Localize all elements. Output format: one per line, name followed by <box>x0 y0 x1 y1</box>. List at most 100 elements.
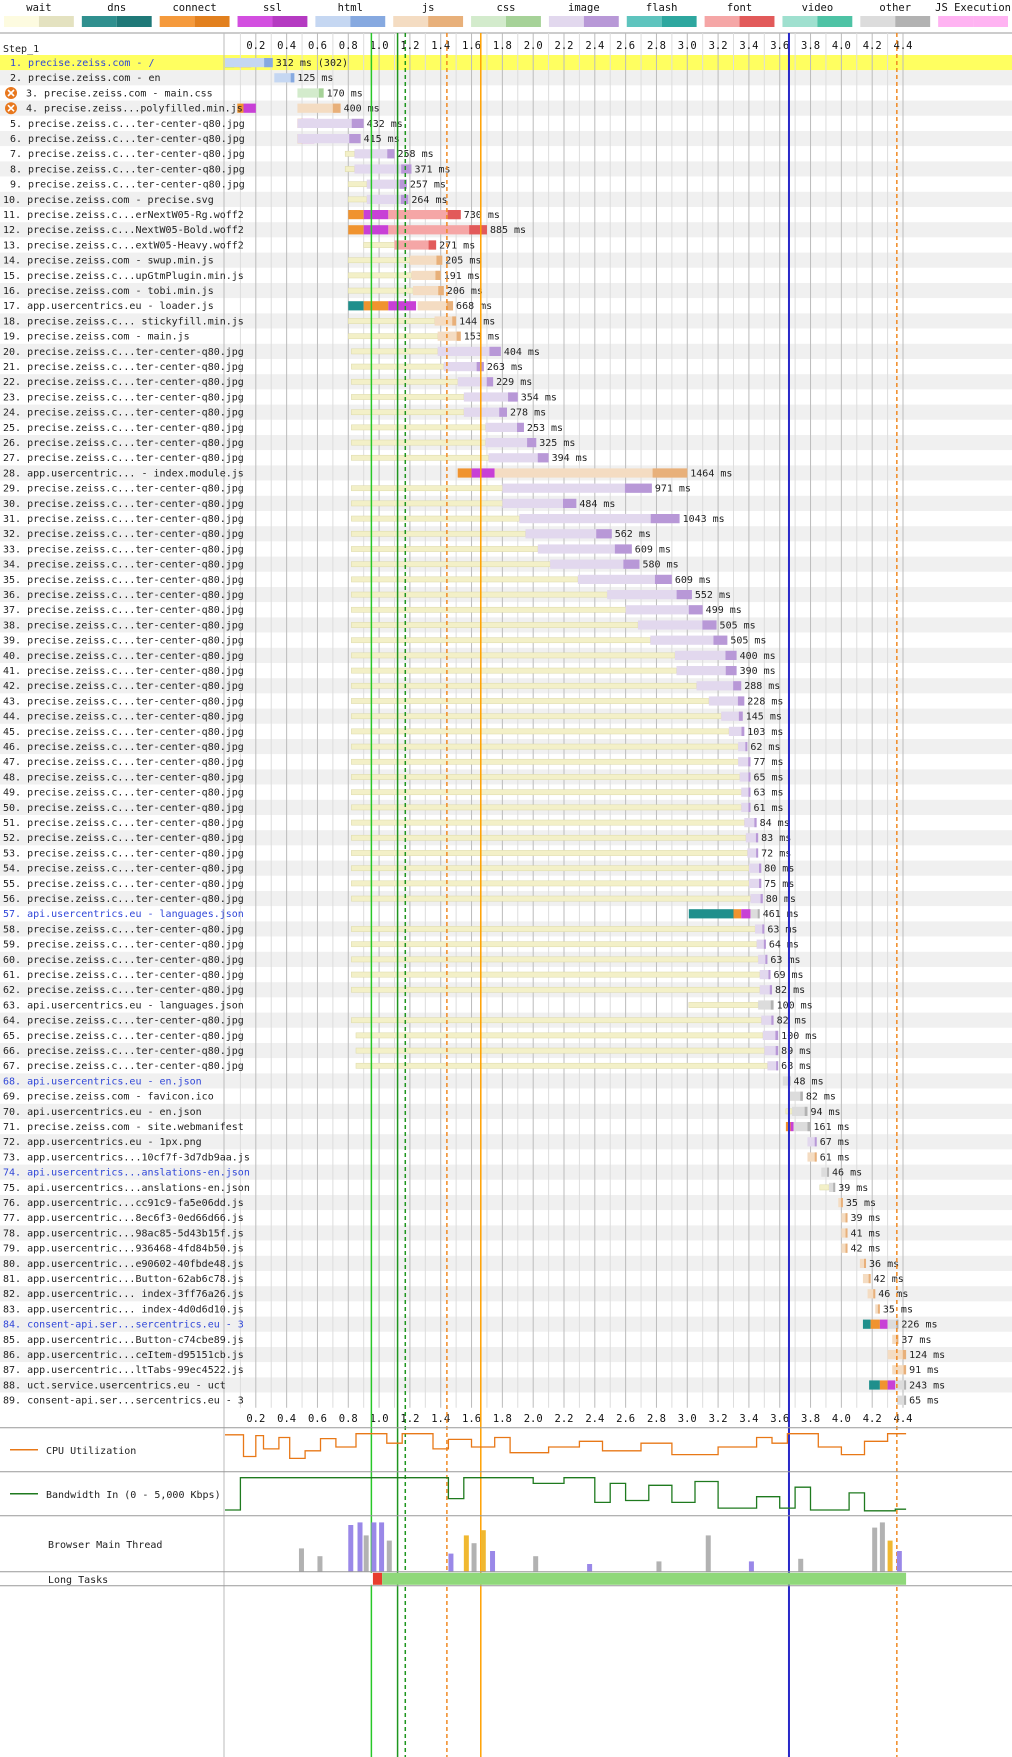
duration-label: 42 ms <box>874 1274 904 1285</box>
request-bar <box>354 164 412 174</box>
main-thread-burst <box>533 1556 539 1572</box>
legend-swatch <box>393 16 429 27</box>
wait-bar <box>351 941 757 948</box>
legend-swatch <box>81 16 117 27</box>
ssl-bar <box>363 225 389 235</box>
wait-bar <box>351 348 438 355</box>
legend-swatch <box>782 16 818 27</box>
row-background <box>0 207 1012 223</box>
request-label: 47. precise.zeiss.c...ter-center-q80.jpg <box>3 757 244 768</box>
download-bar <box>650 514 680 524</box>
tick-label: 3.4 <box>739 40 758 52</box>
tick-label: 2.4 <box>585 40 604 52</box>
timing-markers <box>370 33 898 1757</box>
tick-label: 0.6 <box>308 40 327 52</box>
request-bar <box>297 118 364 128</box>
row-background <box>0 1240 1012 1256</box>
request-label: 86. app.usercentric...ceItem-d95151cb.js <box>3 1350 244 1361</box>
tick-label: 3.4 <box>739 1413 758 1425</box>
request-bar <box>728 726 745 736</box>
wait-bar <box>351 819 745 826</box>
request-label: 34. precise.zeiss.c...ter-center-q80.jpg <box>3 560 244 571</box>
wait-bar <box>351 774 740 780</box>
request-bar <box>829 1182 836 1192</box>
request-bar <box>225 58 273 68</box>
legend-label: ssl <box>263 2 282 14</box>
main-thread-burst <box>471 1543 477 1572</box>
duration-label: 325 ms <box>539 438 575 449</box>
wait-bar <box>351 591 608 598</box>
download-bar <box>845 1228 848 1238</box>
request-label: 29. precise.zeiss.c...ter-center-q80.jpg <box>3 484 244 495</box>
download-bar <box>757 909 760 919</box>
request-bar <box>412 286 444 296</box>
download-bar <box>725 666 737 676</box>
row-background <box>0 1362 1012 1378</box>
main-thread-burst <box>656 1561 662 1572</box>
wait-bar <box>348 287 414 294</box>
dns-bar <box>688 909 734 919</box>
connect-bar <box>457 468 472 478</box>
download-bar <box>623 559 640 569</box>
duration-label: 62 ms <box>750 742 780 753</box>
request-bar <box>674 650 737 660</box>
row-background <box>0 1255 1012 1271</box>
wait-bar <box>351 865 750 872</box>
main-thread-burst <box>298 1548 304 1572</box>
request-bar <box>525 529 612 539</box>
request-bar <box>764 1046 779 1056</box>
request-label: 55. precise.zeiss.c...ter-center-q80.jpg <box>3 879 244 890</box>
tick-label: 3.0 <box>678 40 697 52</box>
duration-label: 80 ms <box>766 894 796 905</box>
request-label: 58. precise.zeiss.c...ter-center-q80.jpg <box>3 924 244 935</box>
request-label: 23. precise.zeiss.c...ter-center-q80.jpg <box>3 392 244 403</box>
request-bar <box>437 331 461 341</box>
row-background <box>0 1271 1012 1287</box>
main-thread-burst <box>379 1522 385 1572</box>
duration-label: 37 ms <box>901 1335 931 1346</box>
wait-bar <box>348 318 435 324</box>
ssl-bar <box>879 1319 888 1329</box>
duration-label: 61 ms <box>753 803 783 814</box>
download-bar <box>527 438 537 448</box>
request-bar <box>297 103 341 113</box>
wait-bar <box>351 1017 762 1024</box>
legend-label: video <box>802 2 834 14</box>
download-bar <box>537 453 549 463</box>
download-bar <box>652 468 688 478</box>
request-bar <box>741 802 751 812</box>
wait-bar <box>355 1032 764 1039</box>
request-bar <box>494 468 688 478</box>
connect-bar <box>879 1380 888 1390</box>
tick-label: 0.6 <box>308 1413 327 1425</box>
duration-label: 354 ms <box>521 392 557 403</box>
top-axis-ticks: 0.2 0.4 0.6 0.8 1.0 1.2 1.4 1.6 1.8 2.0 2.2 2.4 2.6 2… <box>246 40 912 52</box>
row-background <box>0 1103 1012 1119</box>
legend-swatch <box>506 16 541 27</box>
request-bar <box>793 1122 811 1132</box>
request-label: 67. precise.zeiss.c...ter-center-q80.jpg <box>3 1061 244 1072</box>
request-bar <box>896 1395 907 1405</box>
duration-label: 415 ms <box>364 134 400 145</box>
request-bar <box>519 514 680 524</box>
tick-label: 1.8 <box>493 1413 512 1425</box>
request-label: 37. precise.zeiss.c...ter-center-q80.jpg <box>3 605 244 616</box>
tick-label: 4.4 <box>894 1413 913 1425</box>
download-bar <box>489 346 501 356</box>
tick-label: 2.8 <box>647 1413 666 1425</box>
row-background <box>0 1301 1012 1317</box>
legend-swatch <box>194 16 230 27</box>
duration-label: 80 ms <box>764 864 794 875</box>
tick-label: 4.2 <box>863 40 882 52</box>
duration-label: 46 ms <box>832 1168 862 1179</box>
error-icon-cross <box>7 104 15 112</box>
request-label: 20. precise.zeiss.c...ter-center-q80.jpg <box>3 347 244 358</box>
main-thread-burst <box>348 1525 354 1572</box>
tick-label: 2.8 <box>647 40 666 52</box>
request-label: 44. precise.zeiss.c...ter-center-q80.jpg <box>3 712 244 723</box>
connect-bar <box>237 103 244 113</box>
wait-bar <box>348 196 368 203</box>
row-background <box>0 115 1012 131</box>
duration-label: 206 ms <box>447 286 483 297</box>
tick-label: 4.2 <box>863 1413 882 1425</box>
